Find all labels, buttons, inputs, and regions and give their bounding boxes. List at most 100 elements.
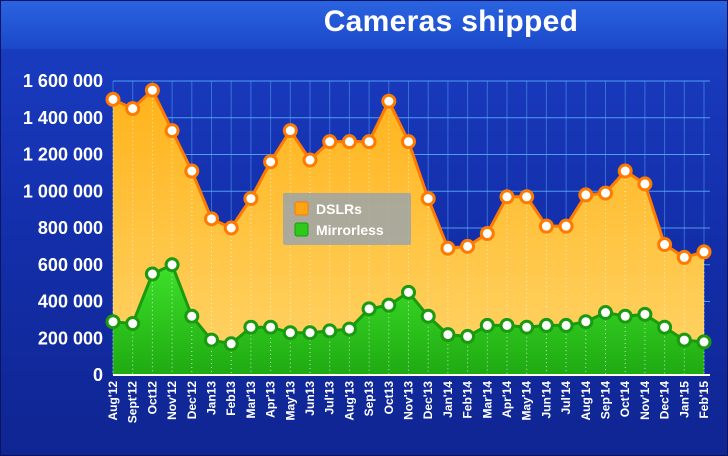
x-tick-label: Jun13 [303, 381, 317, 416]
x-tick-label: Aug'13 [342, 381, 356, 421]
legend-swatch-mirrorless [294, 222, 309, 237]
point-dslrs [558, 218, 574, 234]
point-dslrs [499, 189, 515, 205]
x-tick-label: Dec'14 [658, 381, 672, 420]
point-mirrorless [558, 317, 574, 333]
point-dslrs [637, 176, 653, 192]
point-dslrs [657, 237, 673, 253]
point-dslrs [696, 244, 712, 260]
area-mirrorless [113, 264, 704, 375]
point-dslrs [282, 123, 298, 139]
x-tick-label: Feb13 [224, 381, 238, 416]
point-dslrs [617, 163, 633, 179]
x-tick-label: Nov'14 [638, 381, 652, 420]
x-tick-label: Oct12 [145, 381, 159, 415]
y-tick-label: 800 000 [38, 218, 103, 238]
point-dslrs [578, 187, 594, 203]
point-mirrorless [381, 297, 397, 313]
x-tick-label: Nov'13 [402, 381, 416, 420]
point-mirrorless [243, 319, 259, 335]
x-tick-label: Feb'15 [697, 381, 711, 419]
y-tick-label: 1 200 000 [23, 145, 103, 165]
point-dslrs [341, 134, 357, 150]
x-tick-label: Nov'12 [165, 381, 179, 420]
point-mirrorless [105, 314, 121, 330]
point-mirrorless [676, 332, 692, 348]
x-tick-label: Dec'12 [185, 381, 199, 420]
x-tick-label: Oct'14 [618, 381, 632, 418]
point-mirrorless [519, 319, 535, 335]
x-tick-label: Mar'14 [480, 381, 494, 419]
point-mirrorless [302, 325, 318, 341]
x-tick-label: Apr'13 [264, 381, 278, 418]
point-dslrs [144, 82, 160, 98]
point-mirrorless [282, 325, 298, 341]
point-dslrs [184, 163, 200, 179]
x-tick-label: May'14 [520, 381, 534, 421]
y-tick-label: 200 000 [38, 328, 103, 348]
point-mirrorless [460, 328, 476, 344]
point-dslrs [440, 240, 456, 256]
point-mirrorless [164, 257, 180, 273]
x-tick-label: Dec'13 [421, 381, 435, 420]
point-mirrorless [420, 308, 436, 324]
point-dslrs [105, 91, 121, 107]
point-mirrorless [479, 317, 495, 333]
point-mirrorless [657, 319, 673, 335]
chart-title: Cameras shipped [323, 5, 579, 38]
point-dslrs [361, 134, 377, 150]
y-tick-label: 600 000 [38, 255, 103, 275]
point-dslrs [125, 101, 141, 117]
point-mirrorless [578, 314, 594, 330]
point-dslrs [519, 189, 535, 205]
title-bar: Cameras shipped [1, 1, 727, 49]
x-tick-label: Sep'14 [599, 381, 613, 420]
x-tick-label: Jan'14 [441, 381, 455, 418]
point-dslrs [420, 191, 436, 207]
point-dslrs [243, 191, 259, 207]
point-mirrorless [617, 308, 633, 324]
point-mirrorless [263, 319, 279, 335]
point-mirrorless [637, 306, 653, 322]
point-mirrorless [361, 301, 377, 317]
point-mirrorless [125, 316, 141, 332]
y-tick-label: 1 000 000 [23, 181, 103, 201]
point-mirrorless [322, 323, 338, 339]
x-tick-label: Apr'14 [500, 381, 514, 418]
point-dslrs [381, 93, 397, 109]
point-mirrorless [499, 317, 515, 333]
x-tick-label: Jun'14 [539, 381, 553, 419]
legend-box [283, 193, 411, 245]
point-dslrs [322, 134, 338, 150]
x-tick-label: Feb'14 [461, 381, 475, 419]
point-dslrs [223, 220, 239, 236]
point-dslrs [479, 226, 495, 242]
y-tick-label: 1 400 000 [23, 108, 103, 128]
point-dslrs [401, 134, 416, 150]
legend-swatch-dslrs [294, 201, 309, 216]
point-mirrorless [598, 305, 613, 321]
y-tick-label: 0 [93, 365, 103, 385]
x-tick-label: Sept'12 [126, 381, 140, 424]
y-tick-label: 1 600 000 [23, 71, 103, 91]
point-dslrs [676, 249, 692, 265]
point-mirrorless [538, 317, 554, 333]
point-dslrs [204, 211, 219, 227]
point-dslrs [538, 218, 554, 234]
point-mirrorless [440, 327, 456, 343]
point-mirrorless [144, 266, 160, 282]
x-tick-label: Jul'14 [559, 381, 573, 415]
x-tick-label: May'13 [283, 381, 297, 421]
point-mirrorless [696, 334, 712, 350]
x-tick-label: Jul'13 [323, 381, 337, 415]
x-tick-label: Jan13 [205, 381, 219, 415]
point-dslrs [598, 185, 613, 201]
point-mirrorless [184, 308, 200, 324]
legend-label-mirrorless: Mirrorless [316, 222, 384, 238]
x-tick-label: Sep13 [362, 381, 376, 417]
y-tick-label: 400 000 [38, 292, 103, 312]
point-dslrs [460, 238, 476, 254]
x-tick-label: Aug'14 [579, 381, 593, 421]
point-dslrs [302, 152, 318, 168]
